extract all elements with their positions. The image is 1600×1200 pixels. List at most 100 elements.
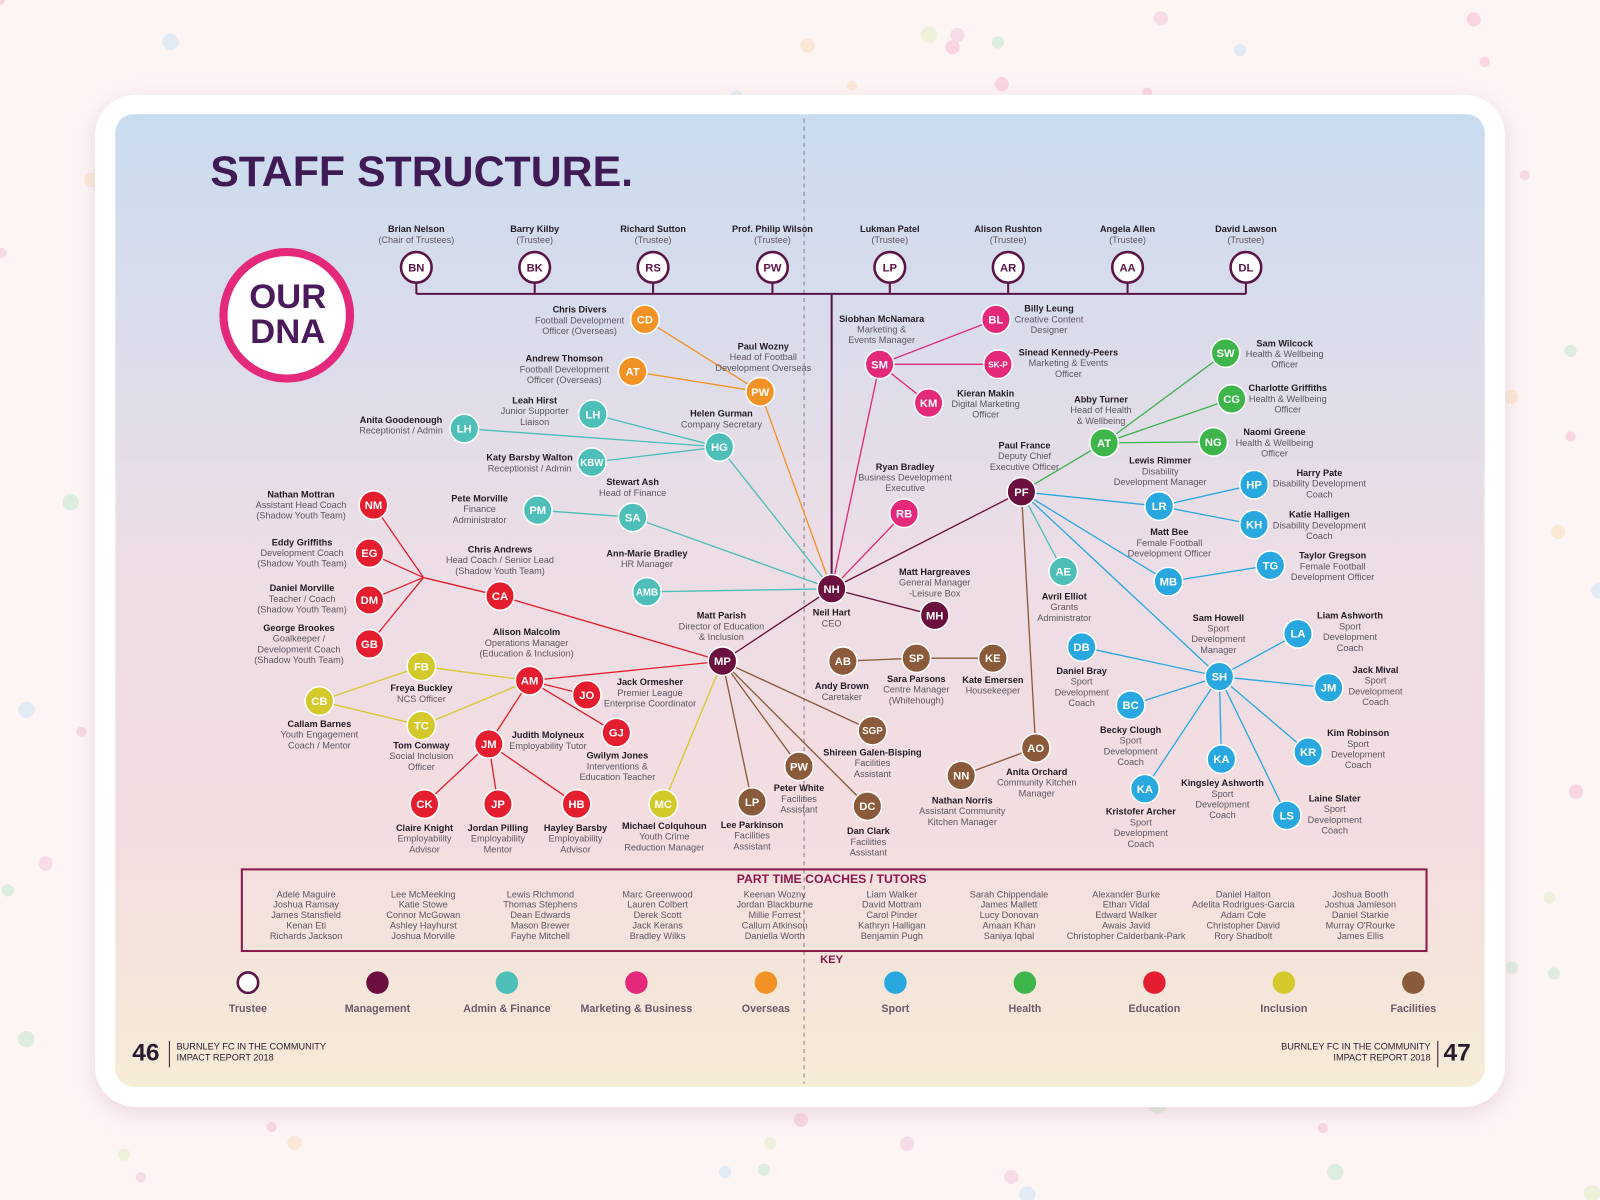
- coach-name: Joshua Jamieson: [1325, 900, 1396, 910]
- key-swatch: [625, 971, 648, 994]
- role: Development: [1331, 750, 1385, 760]
- initials: AA: [1119, 262, 1135, 274]
- reporting-line: [721, 660, 800, 767]
- role: Sport: [1071, 677, 1093, 687]
- confetti-dot: [718, 1165, 732, 1179]
- initials: NG: [1205, 437, 1222, 449]
- coach-name: Derek Scott: [634, 910, 682, 920]
- role: (Shadow Youth Team): [257, 559, 347, 569]
- key-swatch: [366, 971, 389, 994]
- staff-node: [354, 628, 385, 659]
- confetti-dot: [18, 701, 35, 718]
- role: Assistant Community: [919, 806, 1006, 816]
- initials: AMB: [636, 587, 658, 598]
- key-swatch: [495, 971, 519, 994]
- initials: PF: [1014, 487, 1028, 499]
- staff-node: [1271, 800, 1302, 831]
- reporting-line: [721, 661, 753, 803]
- role: Football Development: [520, 364, 610, 374]
- key-label: Marketing & Business: [581, 1003, 693, 1015]
- confetti-dot: [1326, 1163, 1344, 1181]
- coach-name: Joshua Morville: [391, 931, 455, 941]
- coach-name: Lee McMeeking: [391, 889, 456, 899]
- role: (Trustee): [516, 235, 553, 245]
- role: Sport: [1347, 739, 1369, 749]
- role: & Inclusion: [699, 632, 744, 642]
- role: Officer: [1055, 369, 1082, 379]
- role: Finance: [463, 504, 496, 514]
- role: Head of Health: [1070, 405, 1131, 415]
- initials: LA: [1290, 629, 1305, 641]
- role: Officer: [1271, 360, 1298, 370]
- initials: SGP: [862, 726, 883, 737]
- role: Advisor: [560, 844, 591, 854]
- coach-name: Katie Stowe: [399, 900, 448, 910]
- reporting-line: [1103, 352, 1226, 444]
- key-label: Education: [1129, 1003, 1181, 1015]
- reporting-line: [319, 665, 422, 702]
- role: Sport: [1211, 789, 1233, 799]
- initials: PW: [751, 387, 769, 399]
- confetti-dot: [945, 40, 960, 55]
- staff-node: [1255, 550, 1286, 581]
- name: Sam Wilcock: [1256, 338, 1313, 348]
- name: Charlotte Griffiths: [1249, 383, 1327, 393]
- staff-node: [913, 388, 944, 419]
- staff-node: [473, 728, 504, 759]
- name: Helen Gurman: [690, 409, 753, 419]
- initials: FB: [414, 661, 429, 673]
- coach-name: Kenan Eti: [286, 921, 326, 931]
- initials: BC: [1123, 700, 1139, 712]
- confetti-dot: [0, 0, 6, 6]
- coach-name: James Ellis: [1337, 931, 1384, 941]
- staff-node: [982, 349, 1014, 380]
- name: Daniel Bray: [1056, 666, 1107, 676]
- role: Football Development: [535, 315, 625, 325]
- coach-name: Sarah Chippendale: [970, 889, 1049, 899]
- initials: LR: [1152, 501, 1167, 513]
- initials: LP: [883, 262, 898, 274]
- role: Director of Education: [679, 621, 765, 631]
- staff-node: [1153, 566, 1184, 597]
- role: Events Manager: [848, 335, 915, 345]
- initials: HP: [1246, 480, 1262, 492]
- role: Business Development: [858, 472, 952, 482]
- confetti-dot: [1565, 431, 1576, 442]
- reporting-line: [1021, 442, 1105, 493]
- key-label: Health: [1009, 1003, 1042, 1015]
- coach-name: Kathryn Halligan: [858, 921, 925, 931]
- staff-node: [522, 495, 553, 526]
- initials: CD: [637, 314, 653, 326]
- coach-name: Benjamin Pugh: [861, 931, 923, 941]
- initials: DL: [1238, 262, 1253, 274]
- role: Receptionist / Admin: [488, 463, 572, 473]
- role: Development: [1308, 815, 1362, 825]
- coach-name: Edward Walker: [1095, 910, 1157, 920]
- confetti-dot: [793, 1112, 809, 1127]
- confetti-dot: [1503, 389, 1518, 405]
- publication: BURNLEY FC IN THE COMMUNITY: [177, 1041, 326, 1051]
- staff-node: [816, 573, 847, 604]
- reporting-line: [592, 413, 720, 448]
- reporting-line: [421, 665, 530, 682]
- reporting-line: [718, 446, 833, 590]
- publication: BURNLEY FC IN THE COMMUNITY: [1281, 1041, 1430, 1051]
- name: Tom Conway: [393, 740, 450, 750]
- initials: SH: [1212, 672, 1228, 684]
- confetti-dot: [162, 33, 179, 51]
- coach-name: Liam Walker: [867, 889, 918, 899]
- role: Facilities: [855, 758, 891, 768]
- publication: IMPACT REPORT 2018: [177, 1053, 274, 1063]
- initials: BK: [527, 262, 543, 274]
- role: Mentor: [484, 844, 513, 854]
- role: Head Coach / Senior Lead: [446, 555, 554, 565]
- initials: PW: [790, 761, 808, 773]
- coach-name: Awais Javid: [1102, 921, 1150, 931]
- initials: EG: [361, 548, 377, 560]
- confetti-dot: [38, 856, 53, 871]
- coach-name: Marc Greenwood: [622, 889, 692, 899]
- confetti-dot: [991, 36, 1004, 49]
- coach-name: Alexander Burke: [1092, 889, 1160, 899]
- reporting-line: [1021, 491, 1160, 507]
- staff-node: [354, 538, 385, 569]
